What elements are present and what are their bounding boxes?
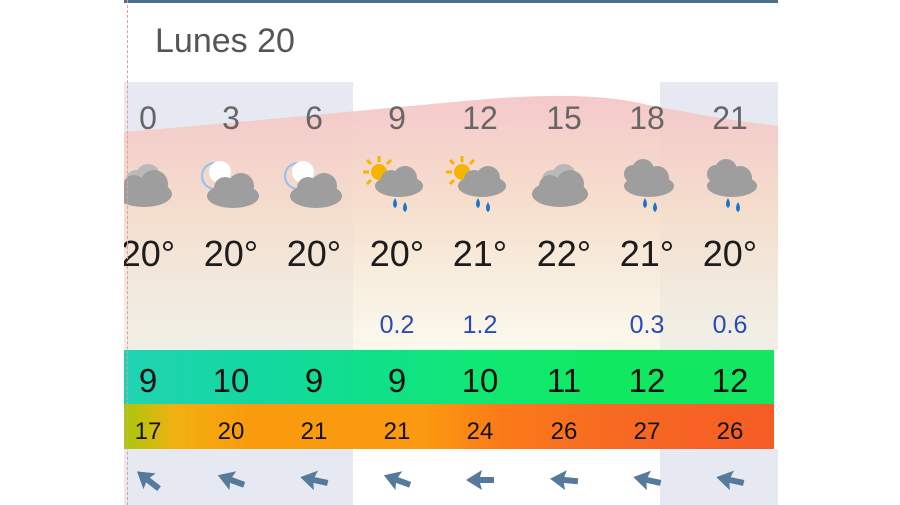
wind-speed-value: 12 [628,362,666,399]
wind-gust-value: 27 [633,418,661,445]
wind-speed-value: 10 [461,362,499,399]
rain-amount: 0.6 [712,311,748,339]
wind-speed-value: 10 [212,362,250,399]
temperature-value: 20° [702,233,758,274]
top-border [124,0,778,3]
rain-amount: 0.2 [379,311,415,339]
hour-label: 12 [462,100,498,136]
temperature-band [124,95,778,350]
temperature-value: 20° [369,233,425,274]
cloud-rain-icon [607,152,687,222]
hour-label: 21 [712,100,748,136]
sun-cloud-rain-icon [440,152,520,222]
hour-label: 9 [388,100,406,136]
sun-cloud-rain-icon [357,152,437,222]
wind-gust-band [124,404,774,449]
wind-gust-value: 17 [134,418,162,445]
wind-direction-arrow-icon [690,462,770,498]
temperature-value: 21° [452,233,508,274]
cloudy-icon [124,152,188,222]
wind-direction-arrow-icon [524,462,604,498]
wind-speed-value: 11 [546,362,582,399]
cloudy-icon [524,152,604,222]
wind-gust-value: 26 [716,418,744,445]
wind-speed-band [124,350,774,404]
day-title: Lunes 20 [155,22,295,60]
wind-gust-value: 24 [466,418,494,445]
wind-direction-arrow-icon [440,462,520,498]
hour-label: 15 [546,100,582,136]
cloud-rain-icon [690,152,770,222]
wind-direction-arrow-icon [607,462,687,498]
rain-amount: 0.3 [629,311,665,339]
wind-speed-value: 9 [304,362,324,399]
wind-direction-arrow-icon [357,462,437,498]
wind-gust-value: 20 [217,418,245,445]
wind-gust-value: 26 [550,418,578,445]
wind-speed-value: 9 [138,362,158,399]
temperature-value: 20° [124,233,176,274]
hour-label: 6 [305,100,323,136]
temperature-value: 20° [203,233,259,274]
moon-cloud-icon [274,152,354,222]
current-time-marker [127,0,128,505]
temperature-value: 21° [619,233,675,274]
hour-label: 18 [629,100,665,136]
hour-label: 0 [139,100,157,136]
band-edge [774,350,778,449]
moon-cloud-icon [191,152,271,222]
wind-direction-arrow-icon [274,462,354,498]
hour-label: 3 [222,100,240,136]
temperature-value: 22° [536,233,592,274]
rain-amount: 1.2 [462,311,498,339]
wind-direction-arrow-icon [124,462,188,498]
forecast-panel: Lunes 20 0 20° 9 17 3 20° 10 20 6 20° 9 21 9 [124,0,778,505]
wind-speed-value: 9 [387,362,407,399]
wind-speed-value: 12 [711,362,749,399]
temperature-value: 20° [286,233,342,274]
wind-direction-arrow-icon [191,462,271,498]
wind-gust-value: 21 [383,418,411,445]
wind-gust-value: 21 [300,418,328,445]
